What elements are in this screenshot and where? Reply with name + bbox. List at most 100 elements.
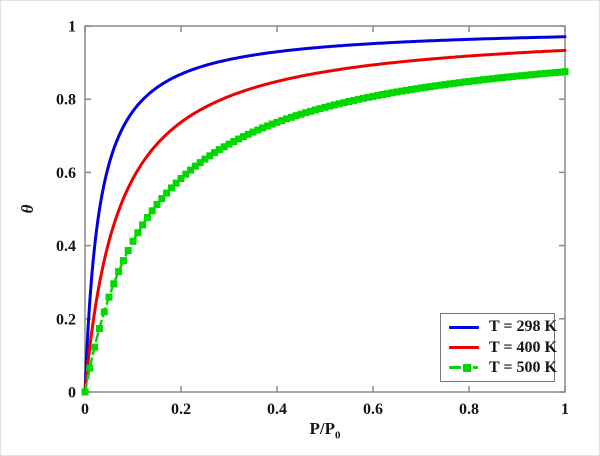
series-marker-500k — [225, 140, 233, 148]
series-marker-500k — [283, 115, 291, 123]
series-marker-500k — [172, 179, 180, 187]
series-marker-500k — [484, 75, 492, 83]
x-axis-label: P/P0 — [285, 419, 365, 441]
x-tick-label: 0 — [81, 401, 89, 418]
legend: T = 298 K T = 400 K T = 500 K — [440, 313, 557, 382]
series-marker-500k — [537, 70, 545, 78]
series-marker-500k — [249, 128, 257, 136]
series-marker-500k — [148, 207, 156, 215]
series-marker-500k — [542, 69, 550, 77]
legend-label-298k: T = 298 K — [489, 318, 557, 336]
series-marker-500k — [220, 143, 228, 151]
series-marker-500k — [91, 343, 99, 351]
series-marker-500k — [508, 73, 516, 81]
series-marker-500k — [244, 130, 252, 138]
series-marker-500k — [345, 98, 353, 105]
y-tick-label: 0.2 — [56, 311, 76, 328]
series-marker-500k — [158, 195, 166, 203]
series-marker-500k — [441, 81, 449, 89]
series-marker-500k — [532, 70, 540, 78]
series-marker-500k — [119, 257, 127, 265]
y-tick-label: 1 — [68, 19, 76, 36]
legend-label-400k: T = 400 K — [489, 338, 557, 356]
series-marker-500k — [383, 90, 391, 98]
x-axis-label-subscript: 0 — [335, 429, 341, 442]
series-marker-500k — [523, 71, 531, 79]
series-marker-500k — [489, 75, 497, 83]
series-marker-500k — [388, 89, 396, 97]
series-marker-500k — [451, 79, 459, 87]
x-tick-label: 0.6 — [363, 401, 383, 418]
series-marker-500k — [263, 122, 271, 130]
series-marker-500k — [479, 76, 487, 84]
series-marker-500k — [115, 268, 123, 276]
y-axis-label: θ — [18, 204, 37, 214]
series-marker-500k — [393, 88, 401, 96]
series-marker-500k — [436, 81, 444, 89]
series-marker-500k — [206, 152, 214, 160]
series-marker-500k — [163, 189, 171, 197]
series-marker-500k — [513, 72, 521, 80]
series-marker-500k — [331, 101, 339, 109]
series-marker-500k — [355, 95, 363, 103]
series-marker-500k — [551, 69, 559, 77]
series-marker-500k — [239, 133, 247, 141]
series-marker-500k — [307, 107, 315, 115]
series-marker-500k — [134, 229, 142, 237]
series-marker-500k — [86, 364, 94, 372]
x-tick-label: 0.2 — [171, 401, 191, 418]
series-marker-500k — [167, 184, 175, 192]
series-marker-500k — [446, 80, 454, 88]
legend-line-sample-298k — [449, 325, 482, 329]
series-marker-500k — [518, 72, 526, 80]
series-marker-500k — [398, 87, 406, 95]
series-marker-500k — [326, 102, 334, 110]
series-marker-500k — [278, 117, 286, 125]
series-marker-500k — [254, 126, 262, 134]
series-marker-500k — [561, 68, 569, 76]
series-marker-500k — [81, 388, 89, 396]
series-marker-500k — [359, 94, 367, 102]
series-marker-500k — [369, 92, 377, 100]
series-marker-500k — [321, 103, 329, 111]
series-marker-500k — [105, 293, 113, 301]
legend-item-298k: T = 298 K — [441, 318, 557, 336]
series-marker-500k — [302, 109, 310, 117]
series-marker-500k — [503, 73, 511, 81]
legend-line-sample-500k — [449, 363, 482, 372]
series-marker-500k — [129, 237, 137, 245]
series-marker-500k — [100, 308, 108, 316]
series-marker-500k — [311, 106, 319, 114]
legend-line-sample-400k — [449, 346, 482, 349]
series-marker-500k — [427, 83, 435, 91]
series-marker-500k — [527, 71, 535, 79]
series-marker-500k — [187, 166, 195, 174]
series-marker-500k — [110, 280, 118, 288]
y-tick-label: 0.6 — [56, 165, 76, 182]
series-marker-500k — [316, 105, 324, 113]
series-marker-500k — [124, 247, 132, 254]
series-marker-500k — [95, 325, 103, 332]
series-marker-500k — [422, 83, 430, 91]
legend-item-400k: T = 400 K — [441, 338, 557, 357]
series-marker-500k — [412, 85, 420, 93]
series-marker-500k — [273, 118, 281, 126]
x-axis-label-main: P/P — [309, 419, 336, 438]
series-marker-500k — [407, 86, 415, 93]
series-marker-500k — [287, 113, 295, 121]
series-marker-500k — [364, 93, 372, 101]
x-tick-label: 1 — [561, 401, 569, 418]
series-line-298k — [83, 35, 567, 394]
series-marker-500k — [235, 135, 243, 143]
series-marker-500k — [196, 159, 204, 167]
series-marker-500k — [499, 74, 507, 82]
series-marker-500k — [211, 149, 219, 157]
series-marker-500k — [470, 77, 478, 85]
x-tick-label: 0.4 — [267, 401, 287, 418]
series-marker-500k — [177, 175, 185, 182]
series-marker-500k — [374, 91, 382, 99]
series-marker-500k — [547, 69, 555, 77]
series-marker-500k — [153, 201, 161, 208]
